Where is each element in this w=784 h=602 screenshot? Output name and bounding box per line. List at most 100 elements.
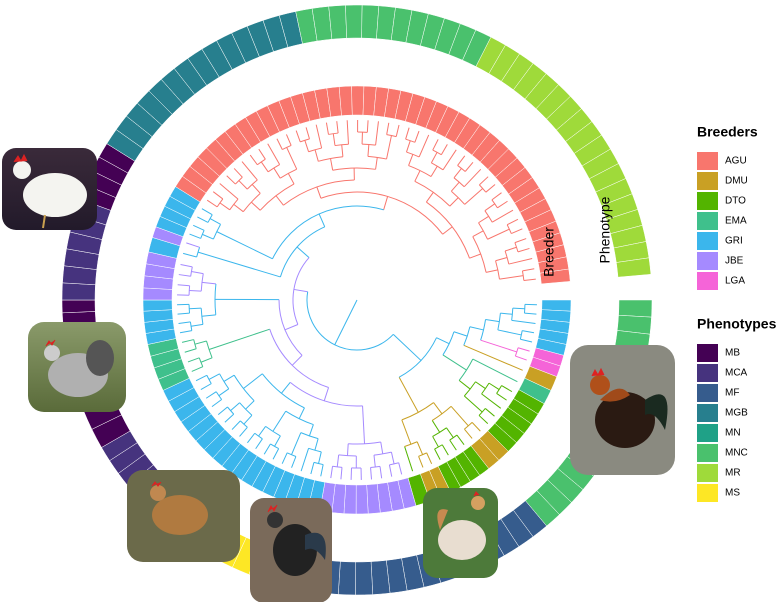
branch: [306, 291, 394, 351]
branch: [469, 253, 481, 259]
photo: [127, 470, 240, 562]
branch: [418, 452, 427, 457]
branch: [430, 152, 438, 164]
branch: [418, 134, 430, 158]
branch: [450, 181, 460, 192]
branch: [240, 420, 248, 428]
legend-swatch: [697, 252, 718, 270]
branch: [270, 443, 279, 450]
branch: [478, 408, 486, 416]
branch: [404, 446, 414, 472]
branch: [464, 395, 483, 413]
branch: [267, 143, 281, 165]
branch: [520, 338, 533, 343]
branch: [450, 406, 469, 427]
legend-label: MN: [725, 428, 741, 439]
branch: [480, 339, 517, 353]
branch: [472, 230, 484, 238]
branch: [395, 124, 400, 137]
branch: [375, 121, 379, 146]
branch: [276, 138, 283, 150]
branch: [200, 273, 204, 292]
branch: [305, 127, 310, 140]
branch: [249, 154, 258, 166]
ring-cell: [351, 85, 365, 116]
branch: [295, 130, 301, 143]
branch: [431, 420, 441, 433]
branch: [499, 275, 524, 280]
legend-swatch: [697, 364, 718, 382]
branch: [219, 202, 231, 211]
branch: [373, 455, 376, 468]
branch: [414, 170, 421, 182]
legend-label: AGU: [725, 156, 747, 167]
branch: [243, 414, 253, 425]
branch: [178, 274, 191, 277]
ring-cell: [338, 85, 353, 116]
branch: [425, 192, 434, 203]
branch: [496, 393, 507, 401]
branch: [219, 373, 230, 390]
legend-label: MR: [725, 468, 741, 479]
ring-cell: [361, 4, 380, 39]
branch: [287, 173, 295, 185]
branch: [224, 413, 235, 423]
branch: [209, 218, 221, 225]
branch: [202, 233, 214, 240]
branch: [281, 452, 288, 464]
branch: [263, 443, 271, 455]
branch: [442, 149, 457, 171]
branch: [304, 140, 310, 152]
branch: [506, 218, 519, 226]
branch: [284, 324, 299, 331]
legend-swatch: [697, 172, 718, 190]
ring-cell: [541, 299, 572, 312]
legend-swatch: [697, 404, 718, 422]
branch: [506, 224, 512, 234]
branch: [491, 209, 514, 223]
legend-swatch: [697, 344, 718, 362]
branch: [433, 402, 443, 415]
legend-swatch: [697, 424, 718, 442]
branch: [338, 454, 357, 457]
photo: [250, 498, 332, 602]
branch: [189, 321, 193, 331]
branch: [383, 196, 389, 210]
legend-swatch: [697, 272, 718, 290]
branch: [195, 374, 208, 382]
branch: [230, 402, 240, 411]
branch: [519, 330, 523, 340]
branch: [243, 373, 263, 389]
branch: [451, 190, 466, 205]
ring-cell: [142, 299, 173, 312]
branch: [386, 122, 390, 135]
branch: [504, 246, 517, 252]
branch: [453, 168, 462, 179]
branch: [242, 192, 261, 213]
legend-label: MF: [725, 388, 739, 399]
legend-swatch: [697, 152, 718, 170]
branch: [212, 191, 224, 200]
branch: [177, 312, 190, 315]
branch: [523, 278, 536, 282]
ring-cell: [355, 561, 374, 596]
branch: [291, 355, 303, 366]
branch: [463, 326, 471, 346]
branch: [239, 426, 248, 437]
branch: [279, 226, 325, 278]
branch: [251, 201, 261, 211]
branch: [471, 422, 481, 432]
branch: [189, 307, 202, 310]
branch: [194, 340, 207, 345]
branch: [441, 444, 449, 456]
branch: [316, 186, 322, 199]
ring-cell: [343, 484, 357, 515]
branch: [426, 452, 433, 465]
branch: [485, 269, 498, 273]
branch: [398, 462, 403, 475]
branch: [481, 393, 502, 409]
branch: [279, 168, 297, 179]
branch: [318, 213, 326, 227]
branch: [260, 161, 269, 173]
branch: [497, 200, 508, 209]
